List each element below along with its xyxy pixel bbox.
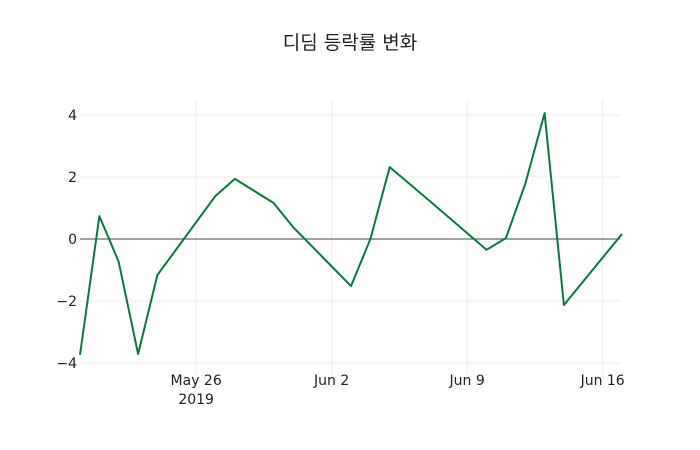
y-tick-label: −4 — [56, 356, 77, 372]
x-tick-label: Jun 2 — [313, 373, 349, 389]
chart-title: 디딤 등락률 변화 — [282, 32, 418, 54]
y-axis-ticks: −4 −2 0 2 4 — [56, 108, 77, 372]
x-tick-label: 2019 — [178, 392, 214, 408]
x-tick-label: Jun 9 — [449, 373, 485, 389]
x-tick-label: Jun 16 — [580, 373, 625, 389]
x-axis-ticks: May 26 2019 Jun 2 Jun 9 Jun 16 — [171, 373, 625, 408]
y-tick-label: −2 — [56, 294, 77, 310]
y-tick-label: 4 — [68, 108, 77, 124]
y-tick-label: 2 — [68, 170, 77, 186]
y-tick-label: 0 — [68, 232, 77, 248]
grid-lines — [80, 100, 620, 375]
data-line — [79, 112, 623, 356]
series-line — [79, 112, 623, 356]
x-tick-label: May 26 — [171, 373, 222, 389]
